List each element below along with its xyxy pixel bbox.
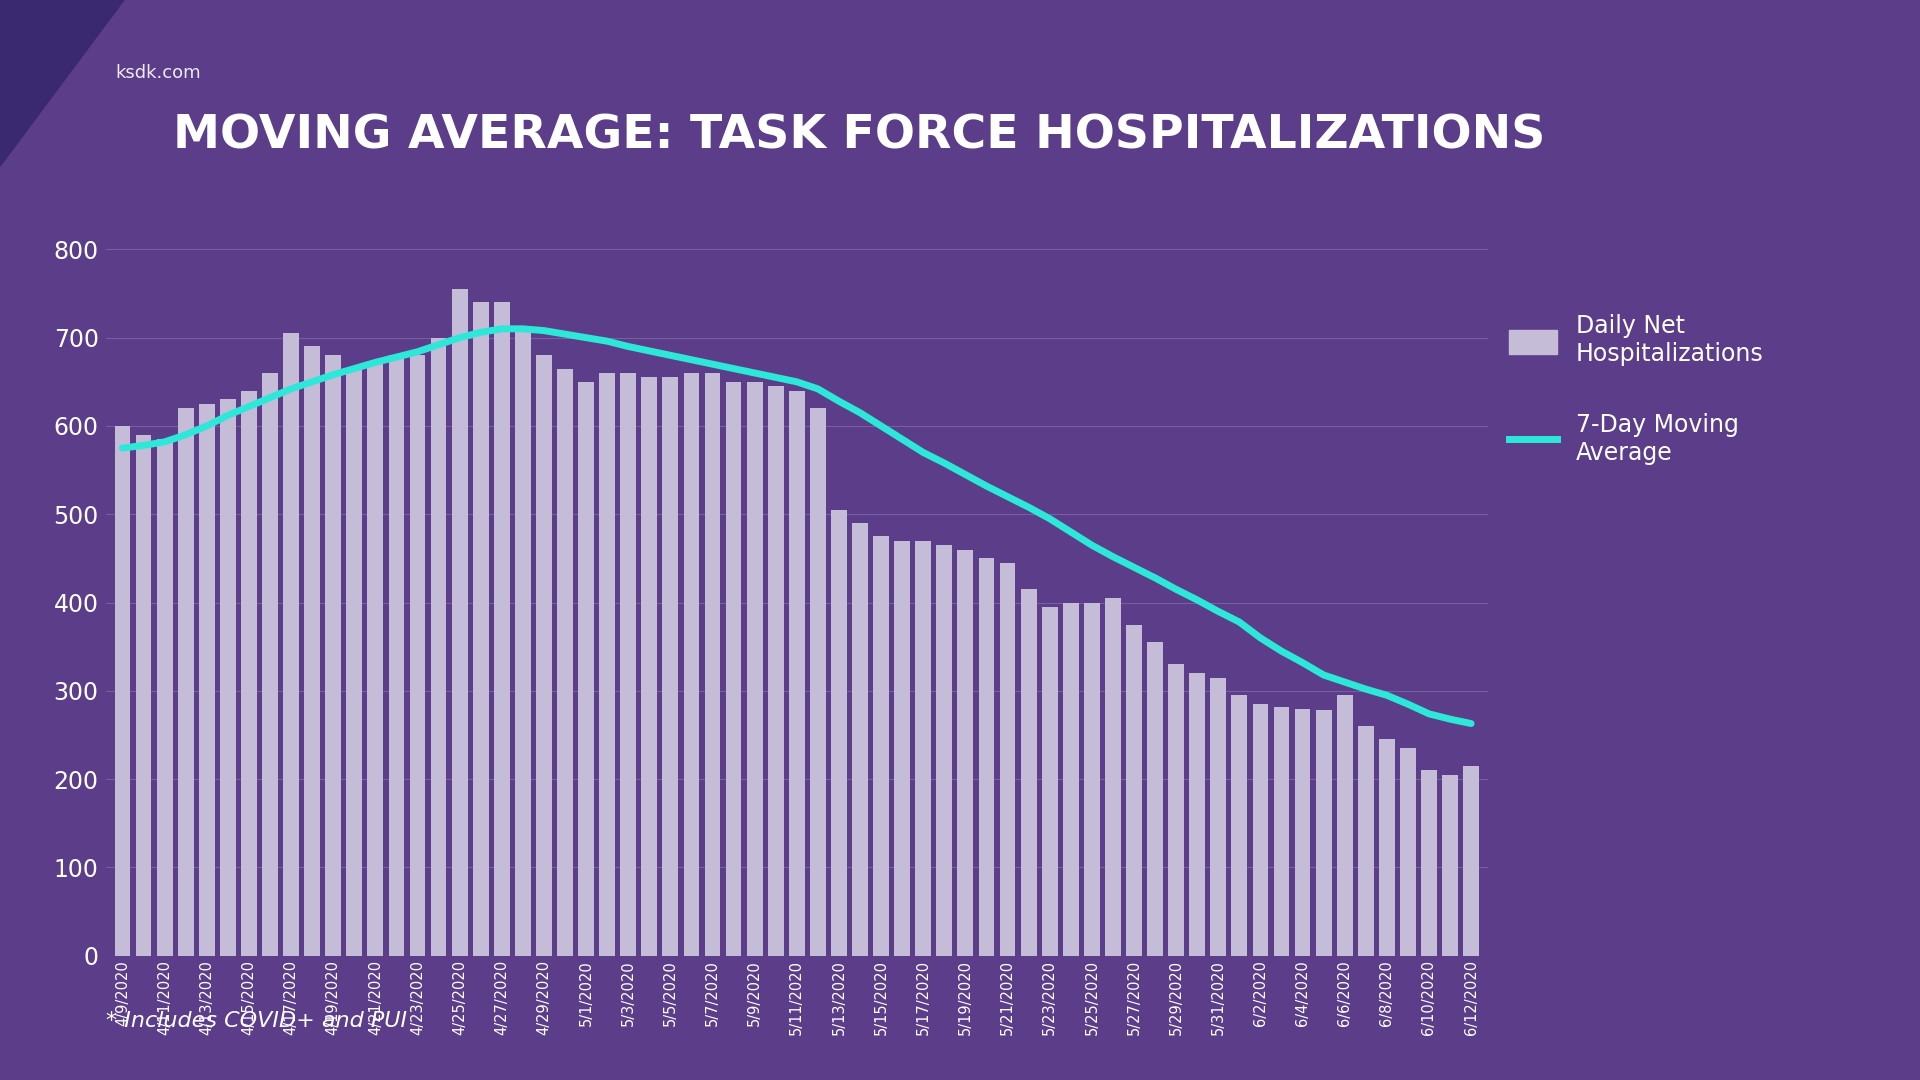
Bar (684, 373, 699, 956)
Bar (747, 382, 762, 956)
Bar (409, 355, 426, 956)
Bar (1064, 603, 1079, 956)
Bar (1106, 598, 1121, 956)
Bar (1315, 711, 1332, 956)
Bar (1188, 673, 1206, 956)
Bar (451, 289, 468, 956)
Bar (200, 404, 215, 956)
Bar (1252, 704, 1269, 956)
Bar (705, 373, 720, 956)
Bar (261, 373, 278, 956)
Bar (1463, 766, 1478, 956)
Bar (916, 541, 931, 956)
Bar (157, 440, 173, 956)
Bar (726, 382, 741, 956)
Bar (1210, 677, 1227, 956)
Bar (1294, 708, 1311, 956)
Bar (367, 364, 384, 956)
Bar (1357, 726, 1373, 956)
Bar (493, 302, 509, 956)
Bar (895, 541, 910, 956)
Bar (557, 368, 572, 956)
Text: * Includes COVID+ and PUI: * Includes COVID+ and PUI (106, 1011, 407, 1030)
Bar (789, 391, 804, 956)
Bar (620, 373, 636, 956)
Bar (1125, 624, 1142, 956)
Bar (515, 328, 530, 956)
Bar (1231, 696, 1248, 956)
Bar (303, 347, 321, 956)
Polygon shape (0, 0, 125, 167)
Bar (874, 537, 889, 956)
Bar (1000, 563, 1016, 956)
Bar (578, 382, 593, 956)
Bar (1421, 770, 1436, 956)
Bar (536, 355, 551, 956)
Bar (1021, 590, 1037, 956)
Bar (388, 355, 405, 956)
Bar (136, 435, 152, 956)
Bar (242, 391, 257, 956)
Bar (179, 408, 194, 956)
Bar (1442, 774, 1457, 956)
Bar (831, 510, 847, 956)
Bar (282, 334, 300, 956)
Bar (810, 408, 826, 956)
Bar (430, 338, 447, 956)
Bar (1167, 664, 1185, 956)
Bar (1085, 603, 1100, 956)
Bar (472, 302, 488, 956)
Text: MOVING AVERAGE: TASK FORCE HOSPITALIZATIONS: MOVING AVERAGE: TASK FORCE HOSPITALIZATI… (173, 113, 1546, 159)
Bar (1146, 643, 1164, 956)
Bar (1336, 696, 1352, 956)
Bar (1400, 748, 1415, 956)
Bar (937, 545, 952, 956)
Bar (1273, 706, 1290, 956)
Bar (324, 355, 342, 956)
Text: ksdk.com: ksdk.com (115, 64, 202, 82)
Bar (346, 368, 363, 956)
Bar (1379, 740, 1394, 956)
Bar (1043, 607, 1058, 956)
Bar (958, 550, 973, 956)
Bar (979, 558, 995, 956)
Bar (641, 377, 657, 956)
Bar (662, 377, 678, 956)
Bar (599, 373, 614, 956)
Bar (852, 523, 868, 956)
Bar (768, 387, 783, 956)
Bar (115, 426, 131, 956)
Legend: Daily Net
Hospitalizations, 7-Day Moving
Average: Daily Net Hospitalizations, 7-Day Moving… (1509, 314, 1763, 465)
Bar (221, 400, 236, 956)
